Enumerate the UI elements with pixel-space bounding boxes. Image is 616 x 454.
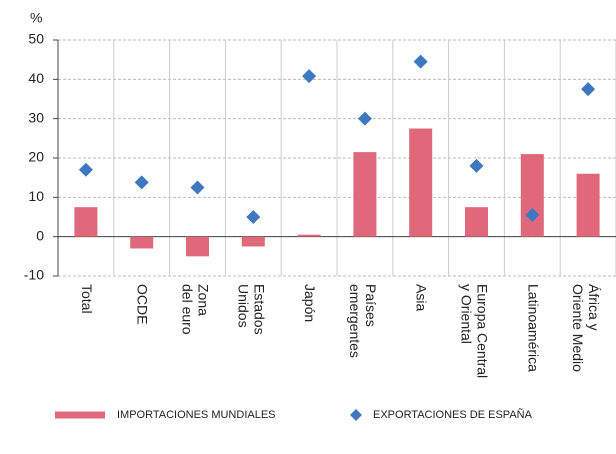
- legend-label: EXPORTACIONES DE ESPAÑA: [373, 408, 533, 421]
- x-tick-label: Zonadel euro: [180, 284, 212, 335]
- diamond-marker: [469, 158, 484, 173]
- x-tick-label: Europa Centraly Oriental: [459, 284, 491, 378]
- diamond-marker: [525, 208, 540, 223]
- bar: [297, 234, 321, 237]
- y-tick-label: -10: [24, 267, 44, 283]
- y-tick-label: 40: [28, 70, 44, 86]
- y-tick-label: 50: [28, 31, 44, 47]
- diamond-marker: [413, 54, 428, 69]
- x-tick-label: OCDE: [135, 284, 151, 324]
- bar: [409, 128, 433, 237]
- bar: [74, 207, 98, 237]
- diamond-marker: [246, 210, 261, 224]
- x-tick-label: Asia: [414, 284, 430, 311]
- y-tick-label: 20: [28, 149, 44, 165]
- bar: [353, 152, 377, 237]
- bar: [520, 154, 544, 237]
- bar: [130, 236, 154, 249]
- bar: [186, 236, 209, 257]
- y-tick-label: 30: [28, 109, 44, 125]
- y-axis-label: %: [30, 10, 42, 26]
- x-tick-label: Paísesemergentes: [347, 284, 379, 358]
- legend-swatch: [350, 409, 362, 421]
- y-tick-label: 0: [36, 227, 44, 243]
- bar: [576, 173, 600, 237]
- diamond-marker: [302, 69, 317, 84]
- x-tick-label: África yOriente Medio: [570, 284, 602, 372]
- y-tick-label: 10: [28, 188, 44, 204]
- legend-label: IMPORTACIONES MUNDIALES: [117, 409, 276, 421]
- x-tick-label: EstadosUnidos: [236, 284, 268, 335]
- bar: [241, 236, 265, 247]
- diamond-marker: [581, 82, 596, 97]
- diamond-marker: [357, 111, 372, 126]
- legend-swatch: [55, 411, 105, 419]
- x-tick-label: Japón: [302, 284, 318, 322]
- diamond-marker: [78, 162, 93, 177]
- diamond-marker: [190, 180, 205, 195]
- x-tick-label: Latinoamérica: [526, 284, 542, 372]
- x-tick-label: Total: [79, 284, 95, 314]
- bar: [465, 207, 488, 237]
- diamond-marker: [134, 175, 149, 190]
